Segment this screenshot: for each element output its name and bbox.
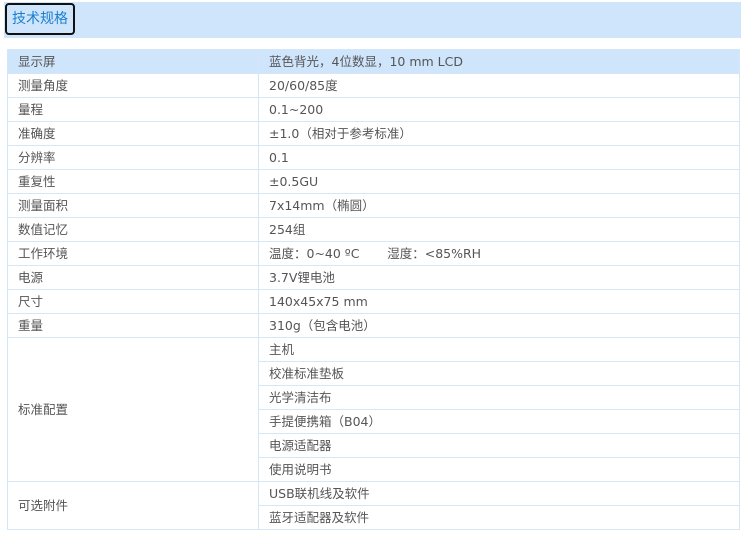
table-row: 标准配置 主机 [7, 337, 740, 482]
spec-name: 显示屏 [7, 49, 259, 74]
spec-value: 使用说明书 [258, 457, 740, 482]
spec-value: 0.1 [258, 145, 740, 170]
spec-value: ±1.0（相对于参考标准） [258, 121, 740, 146]
table-row: 重量 310g（包含电池） [7, 313, 740, 338]
table-row: 校准标准垫板 [8, 361, 740, 386]
spec-value: 7x14mm（椭圆） [258, 193, 740, 218]
table-row: 可选附件 USB联机线及软件 [7, 481, 740, 530]
spec-value: 20/60/85度 [258, 73, 740, 98]
spec-value: 蓝牙适配器及软件 [258, 505, 740, 530]
spec-name: 量程 [7, 97, 259, 122]
table-row: 重复性 ±0.5GU [7, 169, 740, 194]
spec-value: 校准标准垫板 [258, 361, 740, 386]
spec-name: 电源 [7, 265, 259, 290]
spec-value: 310g（包含电池） [258, 313, 740, 338]
table-row: 准确度 ±1.0（相对于参考标准） [7, 121, 740, 146]
table-row: 分辨率 0.1 [7, 145, 740, 170]
spec-value: 3.7V锂电池 [258, 265, 740, 290]
table-row: 电源适配器 [8, 433, 740, 458]
spec-value: 温度：0~40 ºC 湿度：<85%RH [258, 241, 740, 266]
spec-name: 测量角度 [7, 73, 259, 98]
spec-name: 尺寸 [7, 289, 259, 314]
spec-name: 数值记忆 [7, 217, 259, 242]
table-row: 显示屏 蓝色背光，4位数显，10 mm LCD [7, 49, 740, 74]
table-row: 尺寸 140x45x75 mm [7, 289, 740, 314]
spec-value: 254组 [258, 217, 740, 242]
spec-name: 可选附件 [7, 481, 259, 530]
table-row: 量程 0.1~200 [7, 97, 740, 122]
spec-value: 电源适配器 [258, 433, 740, 458]
specifications-table: 显示屏 蓝色背光，4位数显，10 mm LCD 测量角度 20/60/85度 量程 0.1… [7, 49, 740, 530]
spec-name: 准确度 [7, 121, 259, 146]
table-row: 测量面积 7x14mm（椭圆） [7, 193, 740, 218]
spec-value: 0.1~200 [258, 97, 740, 122]
spec-name: 分辨率 [7, 145, 259, 170]
table-row: 数值记忆 254组 [7, 217, 740, 242]
spec-value: 光学清洁布 [258, 385, 740, 410]
tab-specifications[interactable]: 技术规格 [5, 3, 75, 35]
spec-name: 工作环境 [7, 241, 259, 266]
table-row: 电源 3.7V锂电池 [7, 265, 740, 290]
spec-value: 140x45x75 mm [258, 289, 740, 314]
spec-value: 蓝色背光，4位数显，10 mm LCD [258, 49, 740, 74]
spec-value: 主机 [258, 337, 740, 362]
table-row: 蓝牙适配器及软件 [8, 505, 740, 530]
spec-value: USB联机线及软件 [258, 481, 740, 506]
spec-name: 重复性 [7, 169, 259, 194]
table-row: 工作环境 温度：0~40 ºC 湿度：<85%RH [7, 241, 740, 266]
table-row: 光学清洁布 [8, 385, 740, 410]
table-row: 测量角度 20/60/85度 [7, 73, 740, 98]
tab-bar: 技术规格 [4, 2, 741, 38]
spec-name: 重量 [7, 313, 259, 338]
spec-value: 手提便携箱（B04） [258, 409, 740, 434]
spec-value: ±0.5GU [258, 169, 740, 194]
spec-name: 标准配置 [7, 337, 259, 482]
spec-name: 测量面积 [7, 193, 259, 218]
